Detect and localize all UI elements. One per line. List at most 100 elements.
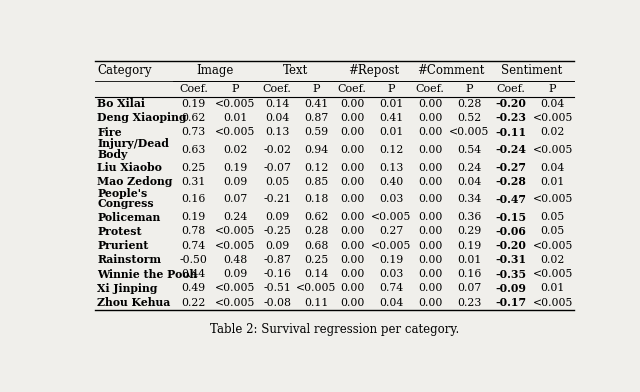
Text: 0.05: 0.05 — [265, 177, 289, 187]
Text: <0.005: <0.005 — [371, 212, 412, 222]
Text: -0.21: -0.21 — [263, 194, 291, 205]
Text: Coef.: Coef. — [416, 84, 445, 94]
Text: 0.00: 0.00 — [418, 194, 442, 205]
Text: 0.36: 0.36 — [457, 212, 481, 222]
Text: 0.03: 0.03 — [379, 194, 403, 205]
Text: 0.00: 0.00 — [340, 113, 364, 123]
Text: 0.09: 0.09 — [265, 212, 289, 222]
Text: 0.03: 0.03 — [379, 269, 403, 279]
Text: 0.18: 0.18 — [304, 194, 328, 205]
Text: 0.34: 0.34 — [457, 194, 481, 205]
Text: 0.00: 0.00 — [418, 298, 442, 308]
Text: 0.00: 0.00 — [340, 283, 364, 293]
Text: Protest: Protest — [97, 226, 142, 237]
Text: 0.00: 0.00 — [340, 99, 364, 109]
Text: 0.00: 0.00 — [418, 163, 442, 172]
Text: Mao Zedong: Mao Zedong — [97, 176, 173, 187]
Text: -0.11: -0.11 — [495, 127, 527, 138]
Text: Text: Text — [283, 64, 308, 77]
Text: Rainstorm: Rainstorm — [97, 254, 161, 265]
Text: 0.19: 0.19 — [379, 255, 403, 265]
Text: 0.19: 0.19 — [223, 163, 248, 172]
Text: 0.00: 0.00 — [418, 145, 442, 155]
Text: 0.12: 0.12 — [379, 145, 403, 155]
Text: Xi Jinping: Xi Jinping — [97, 283, 157, 294]
Text: <0.005: <0.005 — [215, 298, 255, 308]
Text: P: P — [312, 84, 320, 94]
Text: 0.11: 0.11 — [304, 298, 328, 308]
Text: 0.87: 0.87 — [304, 113, 328, 123]
Text: -0.25: -0.25 — [263, 227, 291, 236]
Text: -0.20: -0.20 — [495, 98, 526, 109]
Text: 0.00: 0.00 — [340, 269, 364, 279]
Text: <0.005: <0.005 — [215, 127, 255, 137]
Text: Liu Xiaobo: Liu Xiaobo — [97, 162, 162, 173]
Text: -0.31: -0.31 — [495, 254, 527, 265]
Text: 0.00: 0.00 — [340, 241, 364, 250]
Text: 0.19: 0.19 — [182, 99, 206, 109]
Text: Policeman: Policeman — [97, 212, 161, 223]
Text: 0.27: 0.27 — [379, 227, 403, 236]
Text: 0.00: 0.00 — [418, 255, 442, 265]
Text: Coef.: Coef. — [262, 84, 292, 94]
Text: -0.47: -0.47 — [495, 194, 527, 205]
Text: 0.19: 0.19 — [182, 212, 206, 222]
Text: 0.09: 0.09 — [265, 241, 289, 250]
Text: 0.62: 0.62 — [182, 113, 206, 123]
Text: 0.00: 0.00 — [418, 177, 442, 187]
Text: Prurient: Prurient — [97, 240, 148, 251]
Text: Category: Category — [97, 64, 152, 77]
Text: 0.40: 0.40 — [379, 177, 403, 187]
Text: -0.24: -0.24 — [495, 144, 526, 155]
Text: 0.62: 0.62 — [304, 212, 328, 222]
Text: Body: Body — [97, 149, 128, 160]
Text: Bo Xilai: Bo Xilai — [97, 98, 145, 109]
Text: 0.25: 0.25 — [182, 163, 206, 172]
Text: 0.00: 0.00 — [418, 99, 442, 109]
Text: 0.09: 0.09 — [223, 269, 248, 279]
Text: 0.00: 0.00 — [418, 127, 442, 137]
Text: 0.74: 0.74 — [182, 241, 205, 250]
Text: P: P — [232, 84, 239, 94]
Text: Sentiment: Sentiment — [501, 64, 563, 77]
Text: 0.02: 0.02 — [223, 145, 248, 155]
Text: 0.00: 0.00 — [340, 227, 364, 236]
Text: 0.01: 0.01 — [379, 99, 403, 109]
Text: Congress: Congress — [97, 198, 154, 209]
Text: 0.28: 0.28 — [304, 227, 328, 236]
Text: 0.01: 0.01 — [457, 255, 481, 265]
Text: P: P — [465, 84, 473, 94]
Text: <0.005: <0.005 — [449, 127, 490, 137]
Text: 0.00: 0.00 — [418, 241, 442, 250]
Text: <0.005: <0.005 — [532, 269, 573, 279]
Text: Coef.: Coef. — [338, 84, 367, 94]
Text: 0.01: 0.01 — [223, 113, 248, 123]
Text: -0.08: -0.08 — [263, 298, 291, 308]
Text: 0.74: 0.74 — [379, 283, 403, 293]
Text: 0.04: 0.04 — [541, 163, 564, 172]
Text: <0.005: <0.005 — [371, 241, 412, 250]
Text: P: P — [549, 84, 556, 94]
Text: -0.28: -0.28 — [495, 176, 526, 187]
Text: <0.005: <0.005 — [532, 194, 573, 205]
Text: 0.13: 0.13 — [379, 163, 403, 172]
Text: 0.01: 0.01 — [379, 127, 403, 137]
Text: 0.02: 0.02 — [540, 255, 565, 265]
Text: 0.09: 0.09 — [223, 177, 248, 187]
Text: -0.07: -0.07 — [263, 163, 291, 172]
Text: <0.005: <0.005 — [532, 241, 573, 250]
Text: <0.005: <0.005 — [296, 283, 336, 293]
Text: <0.005: <0.005 — [215, 99, 255, 109]
Text: Zhou Kehua: Zhou Kehua — [97, 297, 171, 308]
Text: 0.14: 0.14 — [304, 269, 328, 279]
Text: 0.25: 0.25 — [304, 255, 328, 265]
Text: Coef.: Coef. — [179, 84, 208, 94]
Text: 0.48: 0.48 — [223, 255, 248, 265]
Text: 0.41: 0.41 — [379, 113, 403, 123]
Text: 0.00: 0.00 — [340, 298, 364, 308]
Text: Image: Image — [196, 64, 233, 77]
Text: -0.20: -0.20 — [495, 240, 526, 251]
Text: <0.005: <0.005 — [532, 113, 573, 123]
Text: Winnie the Pooh: Winnie the Pooh — [97, 269, 198, 279]
Text: 0.00: 0.00 — [340, 163, 364, 172]
